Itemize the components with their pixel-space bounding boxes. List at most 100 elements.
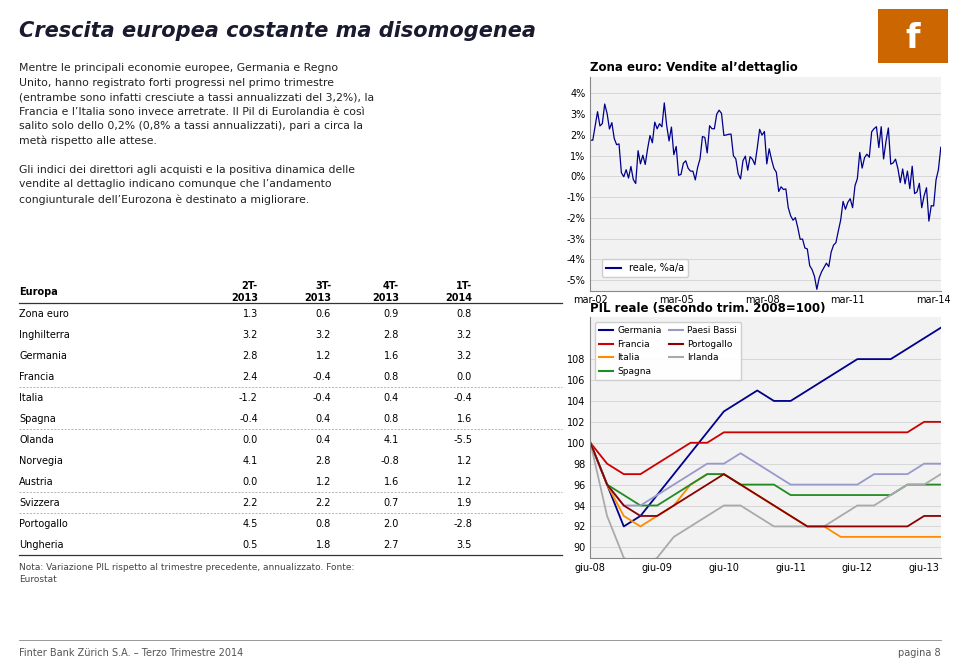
Spagna [635, 502, 646, 510]
Text: 3.2: 3.2 [243, 330, 258, 340]
Text: -1.2: -1.2 [239, 393, 258, 403]
Text: Italia: Italia [19, 393, 43, 403]
Text: Francia: Francia [19, 372, 55, 382]
Italia [618, 512, 630, 520]
Germania [601, 480, 612, 488]
Text: 1T-
2014: 1T- 2014 [445, 281, 472, 303]
Text: 0.0: 0.0 [457, 372, 472, 382]
Italia [919, 533, 930, 541]
Italia [585, 439, 596, 447]
Text: Europa: Europa [19, 287, 58, 297]
Text: Crescita europea costante ma disomogenea: Crescita europea costante ma disomogenea [19, 21, 537, 41]
Francia [684, 439, 696, 447]
Text: 1.2: 1.2 [457, 456, 472, 466]
Irlanda [919, 480, 930, 488]
Spagna [818, 491, 829, 499]
Text: Spagna: Spagna [19, 414, 56, 424]
Portogallo [601, 480, 612, 488]
Irlanda [668, 533, 680, 541]
Text: 1.6: 1.6 [384, 477, 398, 487]
Spagna [802, 491, 813, 499]
Portogallo [635, 512, 646, 520]
Germania [718, 407, 730, 415]
Text: -0.8: -0.8 [380, 456, 398, 466]
Germania [835, 365, 847, 373]
Francia [668, 449, 680, 457]
Text: -0.4: -0.4 [453, 393, 472, 403]
Paesi Bassi [601, 480, 612, 488]
Legend: Germania, Francia, Italia, Spagna, Paesi Bassi, Portogallo, Irlanda: Germania, Francia, Italia, Spagna, Paesi… [595, 322, 741, 380]
Italia [684, 480, 696, 488]
Irlanda [601, 512, 612, 520]
Text: Nota: Variazione PIL rispetto al trimestre precedente, annualizzato. Fonte:
Euro: Nota: Variazione PIL rispetto al trimest… [19, 563, 354, 584]
Spagna [668, 491, 680, 499]
Text: f: f [905, 22, 921, 55]
Text: Zona euro: Zona euro [19, 309, 69, 319]
Francia [852, 428, 863, 436]
Text: Finter Bank Zürich S.A. – Terzo Trimestre 2014: Finter Bank Zürich S.A. – Terzo Trimestr… [19, 648, 244, 658]
Paesi Bassi [734, 449, 746, 457]
Irlanda [618, 554, 630, 562]
Text: -0.4: -0.4 [239, 414, 258, 424]
Irlanda [935, 470, 947, 478]
Text: 2.4: 2.4 [243, 372, 258, 382]
Paesi Bassi [868, 470, 879, 478]
Germania [668, 470, 680, 478]
Text: 3T-
2013: 3T- 2013 [304, 281, 331, 303]
Francia [885, 428, 897, 436]
Portogallo [935, 512, 947, 520]
Line: Germania: Germania [590, 328, 941, 526]
Text: 0.7: 0.7 [383, 498, 398, 508]
Text: 0.4: 0.4 [316, 414, 331, 424]
Irlanda [585, 439, 596, 447]
Irlanda [852, 502, 863, 510]
Text: 1.9: 1.9 [457, 498, 472, 508]
Italia [885, 533, 897, 541]
Portogallo [802, 522, 813, 530]
Italia [718, 470, 730, 478]
Text: 0.4: 0.4 [316, 435, 331, 445]
Francia [935, 418, 947, 426]
Germania [818, 376, 829, 384]
Italia [852, 533, 863, 541]
Irlanda [768, 522, 780, 530]
Portogallo [585, 439, 596, 447]
Paesi Bassi [919, 460, 930, 468]
Spagna [601, 480, 612, 488]
Portogallo [702, 480, 713, 488]
Text: 0.8: 0.8 [384, 372, 398, 382]
Irlanda [752, 512, 763, 520]
Text: 2.8: 2.8 [316, 456, 331, 466]
Spagna [684, 480, 696, 488]
Text: 4.1: 4.1 [243, 456, 258, 466]
Paesi Bassi [718, 460, 730, 468]
Irlanda [818, 522, 829, 530]
Portogallo [618, 502, 630, 510]
Paesi Bassi [702, 460, 713, 468]
Spagna [935, 480, 947, 488]
Francia [919, 418, 930, 426]
Germania [635, 512, 646, 520]
Portogallo [668, 502, 680, 510]
Paesi Bassi [768, 470, 780, 478]
Text: 0.8: 0.8 [316, 519, 331, 529]
Italia [802, 522, 813, 530]
Italia [668, 502, 680, 510]
Francia [702, 439, 713, 447]
Germania [652, 491, 663, 499]
Text: -2.8: -2.8 [453, 519, 472, 529]
Italia [901, 533, 913, 541]
Paesi Bassi [618, 502, 630, 510]
Text: pagina 8: pagina 8 [899, 648, 941, 658]
Text: 1.8: 1.8 [316, 540, 331, 550]
Francia [768, 428, 780, 436]
Irlanda [702, 512, 713, 520]
Spagna [618, 491, 630, 499]
Text: Mentre le principali economie europee, Germania e Regno
Unito, hanno registrato : Mentre le principali economie europee, G… [19, 63, 374, 204]
Text: 1.2: 1.2 [457, 477, 472, 487]
Irlanda [635, 564, 646, 572]
Germania [785, 397, 797, 405]
Spagna [734, 480, 746, 488]
Paesi Bassi [635, 502, 646, 510]
Italia [601, 480, 612, 488]
